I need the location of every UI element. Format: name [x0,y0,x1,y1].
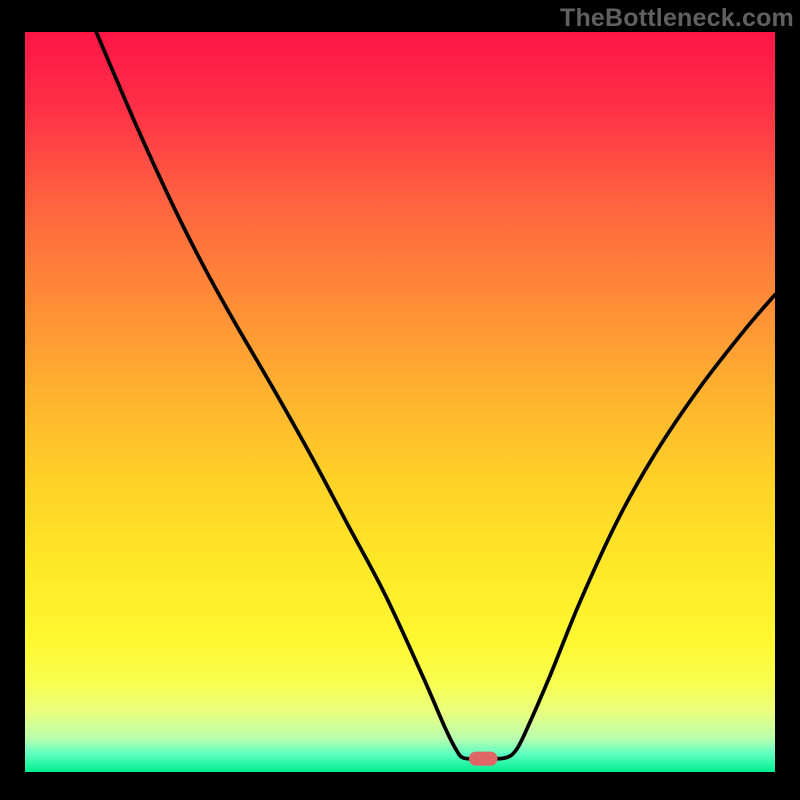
watermark-text: TheBottleneck.com [560,4,794,33]
chart-svg [25,32,775,772]
gradient-background [25,32,775,772]
chart-frame: TheBottleneck.com [0,0,800,800]
minimum-marker [469,752,498,766]
plot-area [25,32,775,772]
